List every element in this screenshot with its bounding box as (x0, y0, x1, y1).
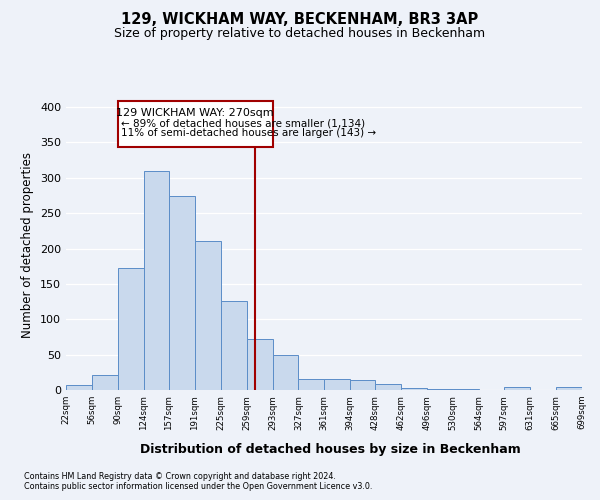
Text: 11% of semi-detached houses are larger (143) →: 11% of semi-detached houses are larger (… (121, 128, 376, 138)
Bar (144, 172, 169, 390)
Bar (556, 387, 582, 390)
Text: 129 WICKHAM WAY: 270sqm: 129 WICKHAM WAY: 270sqm (116, 108, 274, 118)
Bar (401, 388, 427, 390)
Bar (118, 268, 144, 390)
Bar (195, 242, 221, 390)
Bar (376, 384, 401, 390)
FancyBboxPatch shape (118, 102, 272, 148)
Bar (272, 356, 298, 390)
Bar (92, 375, 118, 390)
Bar (298, 378, 325, 390)
Bar (221, 301, 247, 390)
Text: ← 89% of detached houses are smaller (1,134): ← 89% of detached houses are smaller (1,… (121, 118, 365, 128)
Bar (325, 378, 350, 390)
Text: Contains public sector information licensed under the Open Government Licence v3: Contains public sector information licen… (24, 482, 373, 491)
Text: Contains HM Land Registry data © Crown copyright and database right 2024.: Contains HM Land Registry data © Crown c… (24, 472, 336, 481)
Bar (350, 380, 376, 390)
Text: Distribution of detached houses by size in Beckenham: Distribution of detached houses by size … (140, 442, 520, 456)
Text: Size of property relative to detached houses in Beckenham: Size of property relative to detached ho… (115, 28, 485, 40)
Bar (247, 339, 272, 390)
Bar (453, 388, 479, 390)
Bar (66, 385, 92, 390)
Bar (504, 387, 530, 390)
Y-axis label: Number of detached properties: Number of detached properties (22, 152, 34, 338)
Text: 129, WICKHAM WAY, BECKENHAM, BR3 3AP: 129, WICKHAM WAY, BECKENHAM, BR3 3AP (121, 12, 479, 28)
Bar (427, 388, 453, 390)
Bar (169, 196, 195, 390)
